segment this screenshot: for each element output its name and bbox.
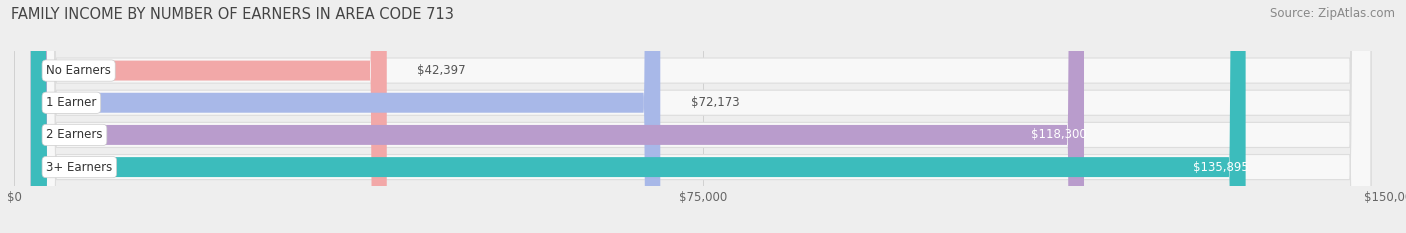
Text: $118,300: $118,300: [1031, 128, 1087, 141]
FancyBboxPatch shape: [31, 0, 661, 233]
Text: $72,173: $72,173: [690, 96, 740, 109]
Text: 3+ Earners: 3+ Earners: [46, 161, 112, 174]
Text: Source: ZipAtlas.com: Source: ZipAtlas.com: [1270, 7, 1395, 20]
Text: $135,895: $135,895: [1192, 161, 1249, 174]
FancyBboxPatch shape: [35, 0, 1371, 233]
Text: 2 Earners: 2 Earners: [46, 128, 103, 141]
FancyBboxPatch shape: [35, 0, 1371, 233]
FancyBboxPatch shape: [35, 0, 1371, 233]
Text: No Earners: No Earners: [46, 64, 111, 77]
Text: FAMILY INCOME BY NUMBER OF EARNERS IN AREA CODE 713: FAMILY INCOME BY NUMBER OF EARNERS IN AR…: [11, 7, 454, 22]
Text: 1 Earner: 1 Earner: [46, 96, 97, 109]
FancyBboxPatch shape: [31, 0, 1084, 233]
Text: $42,397: $42,397: [418, 64, 465, 77]
FancyBboxPatch shape: [31, 0, 387, 233]
FancyBboxPatch shape: [31, 0, 1246, 233]
FancyBboxPatch shape: [35, 0, 1371, 233]
